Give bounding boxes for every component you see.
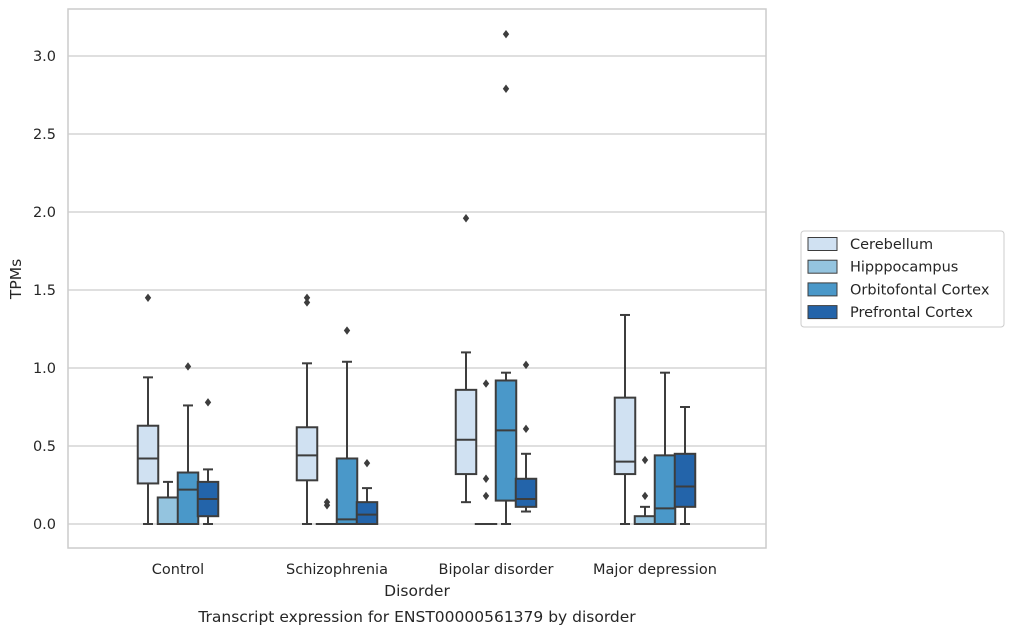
box-orbitofontal-cortex bbox=[335, 326, 359, 526]
chart-caption: Transcript expression for ENST0000056137… bbox=[197, 608, 636, 626]
legend-label: Cerebellum bbox=[850, 237, 933, 253]
outlier-point bbox=[204, 398, 212, 407]
box-orbitofontal-cortex bbox=[494, 29, 518, 525]
outlier-point bbox=[641, 491, 649, 501]
box-prefrontal-cortex bbox=[196, 398, 220, 525]
x-tick-label: Schizophrenia bbox=[286, 562, 388, 578]
y-axis-title: TPMs bbox=[7, 259, 25, 300]
x-axis-title: Disorder bbox=[384, 582, 450, 600]
outlier-point bbox=[522, 424, 530, 434]
outlier-point bbox=[323, 497, 331, 507]
box-prefrontal-cortex bbox=[514, 360, 538, 513]
box-cerebellum bbox=[454, 214, 478, 504]
grid-lines bbox=[68, 55, 766, 525]
y-tick-label: 0.5 bbox=[33, 439, 56, 455]
outlier-point bbox=[363, 458, 371, 468]
box-hipppocampus bbox=[474, 379, 498, 526]
outlier-point bbox=[502, 29, 510, 39]
outlier-point bbox=[343, 326, 351, 335]
y-tick-label: 2.0 bbox=[33, 205, 56, 221]
outlier-point bbox=[502, 84, 510, 93]
box-hipppocampus bbox=[156, 480, 180, 526]
box-iqr bbox=[335, 457, 359, 526]
box-cerebellum bbox=[613, 313, 637, 525]
outlier-point bbox=[482, 491, 490, 501]
legend-swatch bbox=[807, 282, 838, 297]
box-iqr bbox=[494, 379, 518, 502]
outlier-point bbox=[522, 360, 530, 370]
box-iqr bbox=[653, 454, 677, 525]
legend: Cerebellum Hipppocampus Orbitofontal Corte… bbox=[800, 230, 1005, 328]
box-iqr bbox=[613, 396, 637, 476]
legend-swatch bbox=[807, 305, 838, 320]
box-prefrontal-cortex bbox=[673, 406, 697, 525]
outlier-point bbox=[641, 455, 649, 465]
outlier-point bbox=[462, 214, 470, 223]
outlier-point bbox=[482, 379, 490, 388]
y-tick-label: 0.0 bbox=[33, 517, 56, 533]
box-iqr bbox=[673, 452, 697, 508]
legend-label: Prefrontal Cortex bbox=[850, 305, 973, 321]
x-tick-label: Control bbox=[152, 562, 204, 578]
outlier-point bbox=[482, 474, 490, 483]
box-hipppocampus bbox=[633, 455, 657, 526]
box-iqr bbox=[176, 471, 200, 525]
legend-swatch bbox=[807, 259, 838, 274]
x-tick-label: Bipolar disorder bbox=[439, 562, 554, 578]
legend-swatch bbox=[807, 237, 838, 251]
box-layer bbox=[136, 29, 697, 526]
box-cerebellum bbox=[295, 293, 319, 525]
box-iqr bbox=[156, 496, 180, 526]
outlier-point bbox=[303, 298, 311, 307]
y-tick-label: 3.0 bbox=[33, 49, 56, 65]
box-iqr bbox=[514, 477, 538, 508]
box-cerebellum bbox=[136, 293, 160, 525]
box-hipppocampus bbox=[315, 497, 339, 526]
legend-label: Orbitofontal Cortex bbox=[850, 282, 990, 298]
plot-frame bbox=[67, 8, 767, 549]
y-tick-label: 1.5 bbox=[33, 283, 56, 299]
box-orbitofontal-cortex bbox=[176, 362, 200, 525]
box-prefrontal-cortex bbox=[355, 458, 379, 526]
box-iqr bbox=[355, 501, 379, 526]
box-orbitofontal-cortex bbox=[653, 371, 677, 525]
box-iqr bbox=[633, 515, 657, 526]
outlier-point bbox=[144, 293, 152, 302]
y-tick-label: 2.5 bbox=[33, 127, 56, 143]
x-tick-labels: Control Schizophrenia Bipolar disorder Majo… bbox=[152, 562, 717, 578]
outlier-point bbox=[184, 362, 192, 371]
box-iqr bbox=[454, 388, 478, 476]
legend-frame bbox=[800, 230, 1005, 328]
legend-label: Hipppocampus bbox=[850, 260, 958, 276]
outlier-point bbox=[303, 293, 311, 302]
box-iqr bbox=[136, 424, 160, 485]
y-tick-labels: 0.0 0.5 1.0 1.5 2.0 2.5 3.0 bbox=[33, 49, 56, 533]
x-tick-label: Major depression bbox=[593, 562, 717, 578]
y-tick-label: 1.0 bbox=[33, 361, 56, 377]
box-iqr bbox=[295, 426, 319, 482]
